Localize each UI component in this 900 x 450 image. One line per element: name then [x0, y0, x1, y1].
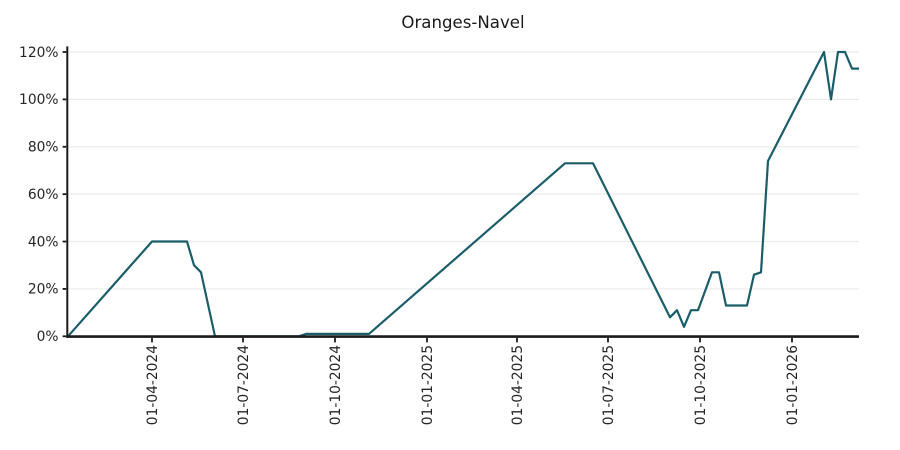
- y-tick-label: 0%: [37, 329, 59, 345]
- y-tick-label: 100%: [19, 92, 58, 108]
- x-tick-label: 01-10-2025: [693, 345, 709, 425]
- x-tick-label: 01-01-2025: [420, 345, 436, 425]
- series-line: [67, 50, 859, 338]
- y-tick-label: 80%: [28, 140, 59, 156]
- y-tick-label: 40%: [28, 234, 59, 250]
- x-tick-label: 01-10-2024: [328, 345, 344, 425]
- x-tick-label: 01-04-2025: [510, 345, 526, 425]
- x-tick-label: 01-01-2026: [785, 345, 801, 425]
- y-tick-label: 120%: [19, 45, 58, 61]
- x-tick-label: 01-07-2025: [601, 345, 617, 425]
- x-tick-label: 01-07-2024: [236, 345, 252, 425]
- y-tick-label: 20%: [28, 282, 59, 298]
- chart-title: Oranges-Navel: [401, 13, 525, 32]
- y-tick-label: 60%: [28, 187, 59, 203]
- x-tick-label: 01-04-2024: [145, 345, 161, 425]
